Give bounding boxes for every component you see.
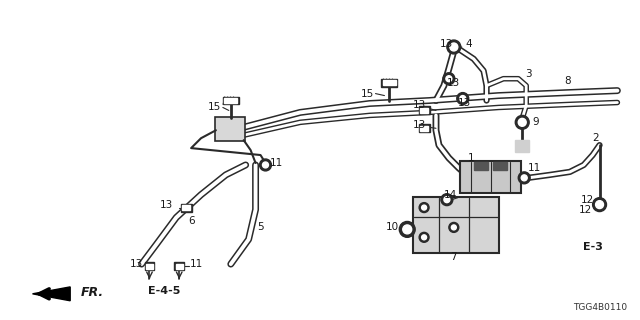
Text: 12: 12 [581, 195, 595, 205]
Circle shape [518, 172, 530, 184]
Bar [515, 140, 529, 152]
Text: 1: 1 [467, 153, 474, 163]
Bar [419, 124, 429, 132]
Text: TGG4B0110: TGG4B0110 [573, 303, 627, 312]
Circle shape [399, 221, 415, 237]
Text: 15: 15 [208, 102, 221, 112]
Circle shape [518, 118, 526, 126]
Circle shape [422, 235, 427, 240]
Text: 4: 4 [465, 39, 472, 49]
Bar [182, 205, 190, 210]
Circle shape [419, 203, 429, 212]
Text: 10: 10 [386, 222, 399, 232]
Text: 11: 11 [527, 163, 541, 173]
Text: 7: 7 [451, 252, 457, 262]
Bar [180, 204, 191, 212]
Bar [225, 98, 237, 103]
Circle shape [444, 197, 450, 203]
Circle shape [451, 225, 456, 230]
Text: 8: 8 [564, 76, 571, 86]
Circle shape [447, 40, 461, 54]
Circle shape [262, 162, 268, 168]
Text: 5: 5 [257, 222, 264, 232]
Text: E-3: E-3 [582, 242, 602, 252]
Text: 13: 13 [130, 259, 143, 269]
Bar [419, 107, 429, 114]
Bar [493, 162, 508, 170]
Bar [176, 264, 182, 268]
Bar [145, 262, 154, 270]
Circle shape [596, 201, 604, 209]
Text: 3: 3 [525, 69, 531, 79]
Polygon shape [33, 287, 70, 301]
Circle shape [419, 232, 429, 242]
Circle shape [403, 225, 412, 234]
Bar [174, 262, 184, 270]
Text: 14: 14 [444, 190, 458, 200]
Text: 15: 15 [361, 89, 374, 99]
Bar [420, 126, 428, 131]
Text: 13: 13 [440, 39, 454, 49]
Bar [383, 80, 396, 85]
Text: 12: 12 [579, 204, 592, 215]
Circle shape [260, 159, 271, 171]
Circle shape [441, 194, 453, 206]
Circle shape [460, 96, 466, 101]
Text: 9: 9 [532, 117, 540, 127]
Bar [420, 108, 428, 113]
Text: E-4-5: E-4-5 [148, 286, 180, 296]
Circle shape [515, 116, 529, 129]
Text: 11: 11 [269, 158, 283, 168]
Text: 13: 13 [458, 99, 471, 108]
Text: 13: 13 [413, 100, 426, 110]
Text: 13: 13 [160, 200, 173, 210]
Bar [381, 79, 397, 87]
FancyBboxPatch shape [413, 197, 499, 253]
FancyBboxPatch shape [460, 161, 521, 193]
Bar [146, 264, 153, 268]
Circle shape [446, 76, 452, 82]
Bar [474, 162, 488, 170]
Bar [223, 97, 239, 105]
Circle shape [443, 73, 455, 85]
Text: FR.: FR. [81, 286, 104, 299]
Circle shape [593, 198, 607, 212]
Text: 6: 6 [188, 216, 195, 227]
FancyBboxPatch shape [215, 117, 244, 141]
Circle shape [521, 175, 527, 181]
Circle shape [450, 43, 458, 51]
Circle shape [457, 92, 468, 105]
Text: 2: 2 [592, 133, 599, 143]
Circle shape [449, 222, 459, 232]
Text: 11: 11 [189, 259, 203, 269]
Circle shape [422, 205, 427, 210]
Text: 13: 13 [447, 78, 460, 88]
Text: 13: 13 [413, 120, 426, 130]
